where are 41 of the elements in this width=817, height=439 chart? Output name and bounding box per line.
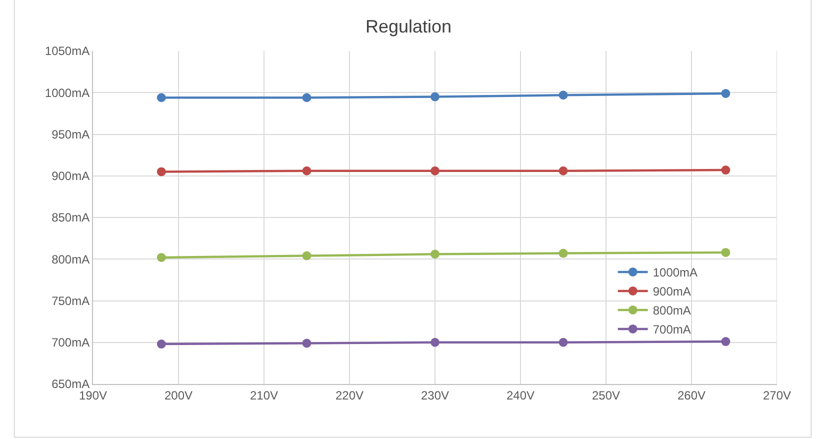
x-tick-label: 260V [677,388,706,402]
point [302,166,312,176]
y-tick-label: 900mA [52,169,90,184]
y-tick-label: 700mA [52,336,90,350]
point [156,167,166,176]
point [558,248,568,258]
y-tick-label: 950mA [52,127,90,142]
y-tick-label: 850mA [52,210,90,225]
point [156,93,166,102]
point [430,92,440,102]
point [558,166,568,176]
x-tick-label: 200V [164,388,193,402]
y-tick-label: 800mA [52,252,90,266]
point [430,166,440,176]
point [558,90,568,100]
point [721,248,730,257]
x-tick-label: 240V [506,388,535,402]
point [558,338,568,347]
point [721,166,730,175]
x-tick-label: 270V [762,388,792,402]
y-tick-label: 1050mA [44,44,90,58]
y-tick-label: 750mA [52,294,90,308]
legend-label: 1000mA [652,266,698,280]
legend-label: 800mA [652,304,691,318]
x-tick-label: 250V [592,388,620,402]
point [302,338,312,348]
y-tick-label: 1000mA [44,86,90,100]
point [156,252,166,262]
point [302,93,312,102]
legend-label: 700mA [652,322,691,337]
x-tick-label: 210V [250,388,278,402]
point [156,340,166,349]
point [302,251,312,260]
point [721,88,730,98]
x-tick-label: 220V [335,388,364,402]
chart-title: Regulation [365,16,452,36]
point [721,337,730,346]
legend-label: 900mA [652,284,691,299]
point [430,338,440,347]
point [430,250,440,259]
x-tick-label: 230V [420,388,450,402]
